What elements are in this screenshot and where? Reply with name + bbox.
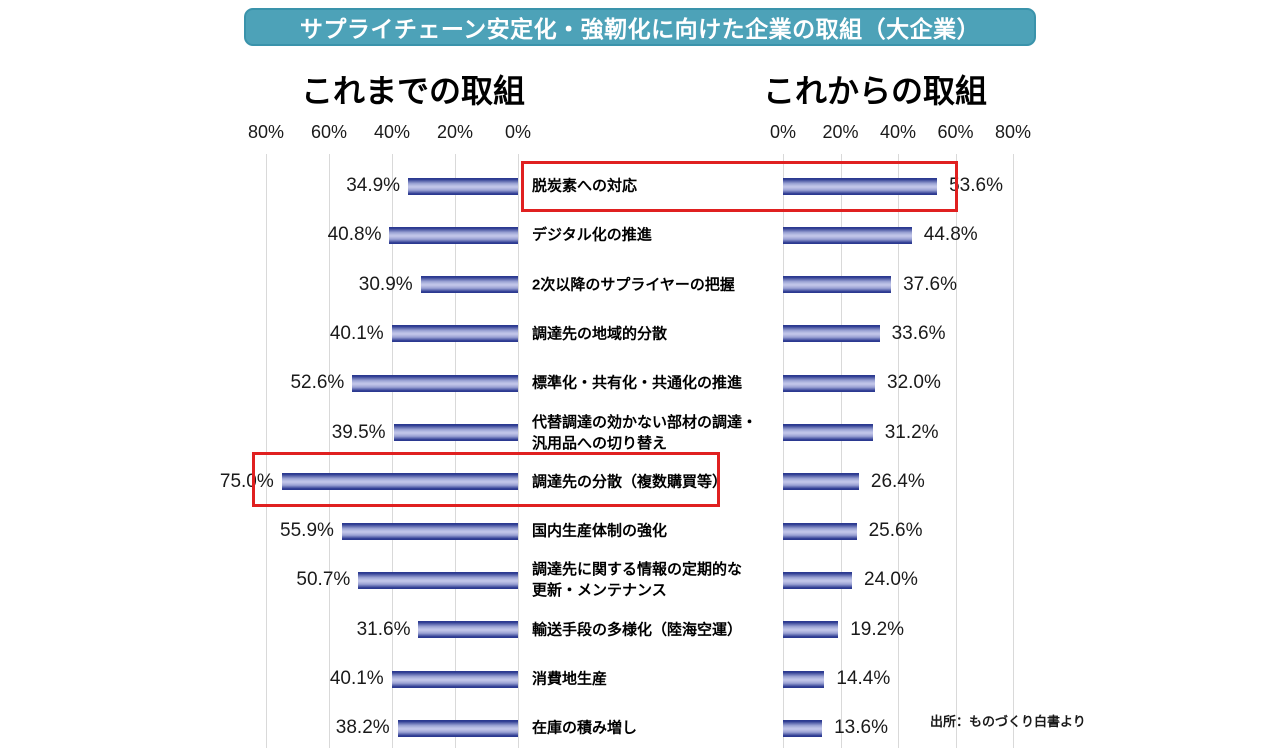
past-bar <box>389 226 518 244</box>
past-bar <box>418 621 518 639</box>
right-chart-gridline <box>783 154 784 748</box>
category-label: 脱炭素への対応 <box>532 177 638 195</box>
future-value-label: 44.8% <box>923 224 978 246</box>
left-axis-tick-label: 60% <box>310 122 348 142</box>
past-value-label: 34.9% <box>346 175 401 196</box>
past-value-label: 55.9% <box>280 520 334 542</box>
right-axis-tick-label: 20% <box>822 122 859 142</box>
right-axis-tick-label: 0% <box>769 122 796 142</box>
future-value-label: 19.2% <box>850 618 905 640</box>
right-chart-gridline <box>955 154 957 748</box>
future-bar <box>783 670 825 688</box>
future-value-label: 24.0% <box>864 569 918 591</box>
past-value-label: 40.1% <box>329 668 384 689</box>
left-axis-tick-label: 20% <box>436 122 474 142</box>
left-chart-gridline <box>518 154 519 748</box>
past-bar <box>352 374 518 392</box>
past-bar <box>397 719 518 737</box>
future-value-label: 37.6% <box>903 273 957 295</box>
category-label: 在庫の積み増し <box>532 719 638 737</box>
future-bar <box>783 325 880 343</box>
past-bar <box>420 276 518 294</box>
right-chart-title: これからの取組 <box>762 73 987 109</box>
past-bar <box>341 522 518 540</box>
past-value-label: 38.2% <box>335 717 390 739</box>
page-title: サプライチェーン安定化・強靭化に向けた企業の取組（大企業） <box>299 16 981 42</box>
future-value-label: 26.4% <box>870 470 925 492</box>
right-axis-tick-label: 40% <box>879 122 917 142</box>
future-bar <box>783 621 839 639</box>
category-label: 調達先に関する情報の定期的な 更新・メンテナンス <box>532 561 743 600</box>
highlight-box-supplier-diversification <box>252 452 720 507</box>
category-label: 代替調達の効かない部材の調達・ 汎用品への切り替え <box>532 413 758 452</box>
past-value-label: 40.8% <box>327 224 382 246</box>
future-bar <box>783 276 892 294</box>
left-axis-tick-label: 80% <box>247 122 285 142</box>
left-chart-gridline <box>455 154 456 748</box>
future-bar <box>783 177 938 195</box>
category-label: 輸送手段の多様化（陸海空運） <box>532 621 743 639</box>
category-label: 標準化・共有化・共通化の推進 <box>532 374 743 392</box>
right-axis-tick-label: 80% <box>994 122 1032 142</box>
future-value-label: 33.6% <box>891 322 946 344</box>
future-bar <box>783 374 875 392</box>
right-chart-gridline <box>1013 154 1014 748</box>
left-chart-gridline <box>266 154 267 748</box>
title-banner: サプライチェーン安定化・強靭化に向けた企業の取組（大企業） <box>244 8 1036 46</box>
future-value-label: 13.6% <box>834 717 888 739</box>
category-label: 消費地生産 <box>532 670 608 688</box>
past-bar <box>358 571 518 589</box>
past-value-label: 52.6% <box>290 372 345 394</box>
future-value-label: 14.4% <box>836 668 891 689</box>
future-bar <box>783 571 852 589</box>
future-value-label: 53.6% <box>949 175 1003 196</box>
category-label: 2次以降のサプライヤーの把握 <box>532 276 735 294</box>
past-bar <box>393 424 518 441</box>
past-bar <box>408 177 518 195</box>
category-label: 調達先の地域的分散 <box>532 325 668 343</box>
right-chart-gridline <box>840 154 842 748</box>
future-bar <box>783 719 823 737</box>
past-value-label: 75.0% <box>219 470 274 492</box>
right-axis-tick-label: 60% <box>937 122 974 142</box>
category-label: デジタル化の推進 <box>532 226 652 244</box>
left-chart-gridline <box>392 154 393 748</box>
past-bar <box>391 670 518 688</box>
future-value-label: 25.6% <box>868 520 923 542</box>
future-value-label: 32.0% <box>887 372 941 394</box>
future-bar <box>783 226 912 244</box>
highlight-box-decarbonization <box>521 161 958 212</box>
past-value-label: 40.1% <box>329 322 384 344</box>
right-chart-gridline <box>898 154 899 748</box>
past-bar <box>281 473 518 491</box>
left-axis-tick-label: 40% <box>373 122 411 142</box>
source-note: 出所：ものづくり白書より <box>930 714 1086 729</box>
past-value-label: 30.9% <box>358 273 413 295</box>
left-chart-title: これまでの取組 <box>300 73 525 109</box>
left-axis-tick-label: 0% <box>504 122 531 142</box>
future-value-label: 31.2% <box>884 421 939 443</box>
category-label: 国内生産体制の強化 <box>532 522 668 540</box>
future-bar <box>783 522 857 540</box>
future-bar <box>783 473 859 491</box>
left-chart-gridline <box>329 154 330 748</box>
category-label: 調達先の分散（複数購買等） <box>532 473 728 491</box>
past-value-label: 50.7% <box>296 569 351 591</box>
past-bar <box>391 325 518 343</box>
past-value-label: 39.5% <box>331 421 386 443</box>
past-value-label: 31.6% <box>356 618 411 640</box>
future-bar <box>783 424 873 441</box>
